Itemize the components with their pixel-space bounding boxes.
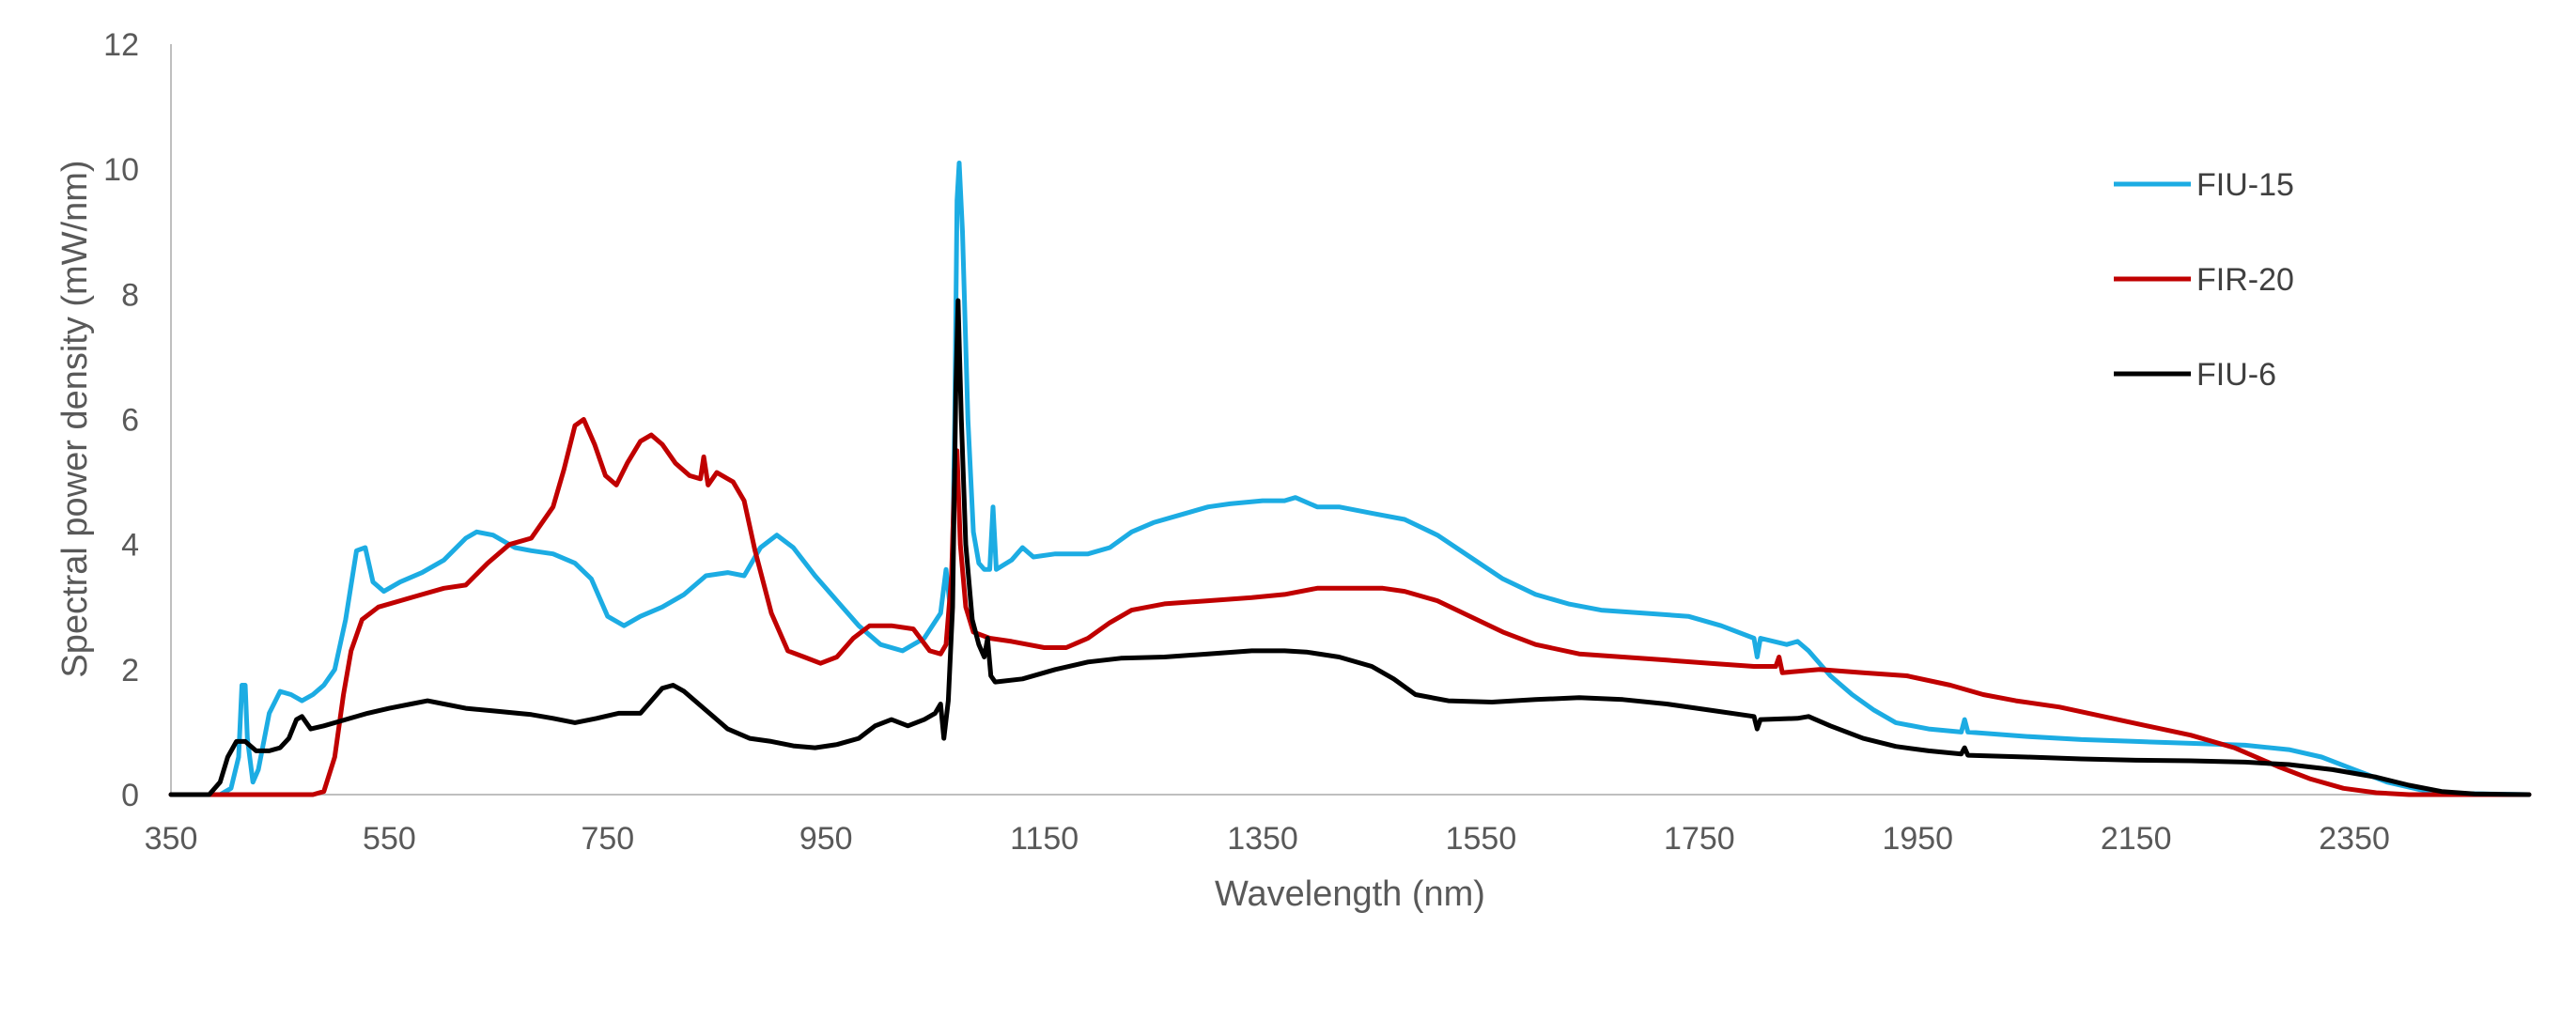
axes [170,44,2529,796]
x-tick-label: 1150 [1010,821,1079,857]
y-tick-label: 2 [121,653,139,688]
y-tick-label: 0 [121,778,139,813]
x-tick-label: 350 [145,821,198,857]
x-tick-label: 550 [363,821,416,857]
x-tick-label: 2150 [2101,821,2172,857]
y-tick-label: 10 [103,152,139,188]
series-lines [168,161,2532,797]
legend-label: FIU-6 [2196,357,2276,393]
y-tick-labels: 0 2 4 6 8 10 12 [103,27,139,813]
y-tick-label: 12 [103,27,139,63]
x-tick-label: 750 [581,821,634,857]
x-tick-label: 1750 [1664,821,1735,857]
legend-label: FIU-15 [2196,167,2294,203]
y-tick-label: 6 [121,403,139,439]
series-line-fiu-6 [168,298,2532,797]
y-axis-title: Spectral power density (mW/nm) [55,160,95,677]
legend: FIU-15 FIR-20 FIU-6 [2114,167,2294,393]
legend-label: FIR-20 [2196,262,2294,298]
y-tick-label: 8 [121,277,139,313]
x-tick-label: 1950 [1882,821,1953,857]
x-tick-labels: 350 550 750 950 1150 1350 1550 1750 1950 2150 2350 [145,821,2390,857]
series-line-fir-20 [168,417,2532,797]
x-tick-label: 950 [799,821,853,857]
x-tick-label: 1350 [1227,821,1298,857]
x-tick-label: 2350 [2319,821,2390,857]
y-tick-label: 4 [121,528,139,564]
x-axis-title: Wavelength (nm) [1215,874,1485,914]
x-tick-label: 1550 [1446,821,1517,857]
series-line-fiu-15 [168,161,2532,797]
